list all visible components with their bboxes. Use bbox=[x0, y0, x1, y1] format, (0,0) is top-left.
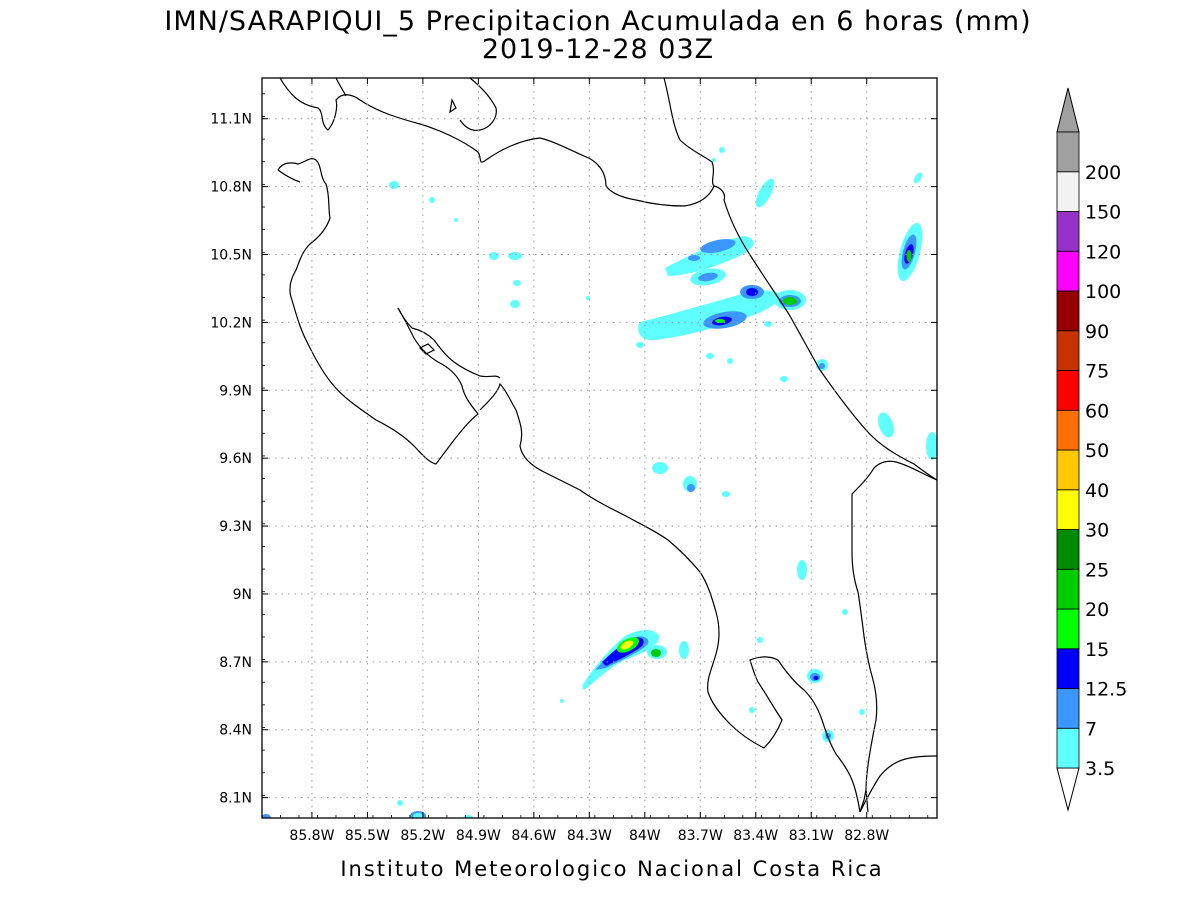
map-axes: 85.8W 85.5W 85.2W 84.9W 84.6W 84.3W 84W 83.7W 83… bbox=[210, 78, 937, 844]
lon-tick-label: 84.3W bbox=[567, 828, 612, 844]
colorbar-segment bbox=[1056, 449, 1080, 491]
colorbar-label: 100 bbox=[1085, 281, 1121, 303]
colorbar-label: 40 bbox=[1085, 480, 1109, 502]
colorbar-label: 12.5 bbox=[1085, 679, 1127, 701]
nicaragua-border-line bbox=[279, 78, 715, 207]
colorbar-segment bbox=[1056, 290, 1080, 332]
lon-tick-label: 84.9W bbox=[456, 828, 501, 844]
precip-cell-caribbean bbox=[897, 172, 923, 282]
panama-border-line bbox=[851, 460, 937, 791]
precip-cell-pacific bbox=[560, 462, 730, 703]
colorbar-segment bbox=[1056, 727, 1080, 769]
lat-tick-label: 8.1N bbox=[219, 791, 252, 807]
lon-tick-label: 83.4W bbox=[733, 828, 778, 844]
colorbar-segment bbox=[1056, 330, 1080, 371]
pacific-coast-line bbox=[277, 158, 479, 465]
lon-tick-label: 84.6W bbox=[511, 828, 556, 844]
map-title-line1: IMN/SARAPIQUI_5 Precipitacion Acumulada … bbox=[164, 6, 1031, 37]
colorbar-over-arrow bbox=[1056, 87, 1080, 133]
lon-tick-label: 85.8W bbox=[289, 828, 334, 844]
precip-cell-band-north bbox=[665, 147, 775, 286]
lat-tick-label: 8.7N bbox=[219, 655, 252, 671]
lat-tick-label: 8.4N bbox=[219, 723, 252, 739]
lon-tick-label: 83.7W bbox=[678, 828, 723, 844]
map-plot-area bbox=[262, 78, 937, 818]
colorbar-legend: 3.5 7 12.5 15 20 25 30 40 50 60 75 90 100 120 150 200 bbox=[1056, 87, 1127, 812]
lat-tick-label: 11.1N bbox=[210, 112, 252, 128]
colorbar-segment bbox=[1056, 489, 1080, 530]
colorbar-segment bbox=[1056, 529, 1080, 570]
colorbar-under-arrow bbox=[1056, 767, 1080, 812]
colorbar-segment bbox=[1056, 568, 1080, 610]
precip-scattered-west bbox=[389, 181, 590, 308]
colorbar-label: 15 bbox=[1085, 639, 1109, 661]
lon-tick-label: 82.8W bbox=[844, 828, 889, 844]
colorbar-label: 75 bbox=[1085, 361, 1109, 383]
lon-tick-label: 85.5W bbox=[345, 828, 390, 844]
lat-tick-label: 10.2N bbox=[210, 315, 252, 331]
colorbar-label: 25 bbox=[1085, 559, 1109, 581]
institution-credit: Instituto Meteorologico Nacional Costa R… bbox=[340, 857, 883, 881]
lon-tick-label: 85.2W bbox=[400, 828, 445, 844]
colorbar-segment bbox=[1056, 211, 1080, 252]
map-frame bbox=[261, 77, 938, 819]
colorbar-label: 7 bbox=[1085, 718, 1097, 740]
lat-tick-label: 9.6N bbox=[219, 451, 252, 467]
colorbar-segment bbox=[1056, 688, 1080, 729]
colorbar-label: 200 bbox=[1085, 162, 1121, 184]
lat-tick-label: 9.3N bbox=[219, 519, 252, 535]
precip-cell-east bbox=[774, 290, 937, 460]
colorbar-label: 60 bbox=[1085, 400, 1109, 422]
colorbar-segment bbox=[1056, 648, 1080, 689]
colorbar-segment bbox=[1056, 608, 1080, 650]
lat-tick-label: 10.5N bbox=[210, 248, 252, 264]
colorbar-segment bbox=[1056, 171, 1080, 212]
colorbar-segment bbox=[1056, 131, 1080, 173]
colorbar-label: 120 bbox=[1085, 241, 1121, 263]
colorbar-label: 90 bbox=[1085, 321, 1109, 343]
lat-tick-label: 10.8N bbox=[210, 180, 252, 196]
colorbar-label: 50 bbox=[1085, 440, 1109, 462]
coastline-borders bbox=[277, 78, 937, 813]
colorbar-label: 20 bbox=[1085, 599, 1109, 621]
map-title-line2: 2019-12-28 03Z bbox=[482, 34, 714, 65]
precipitation-shading bbox=[262, 147, 937, 818]
lat-tick-label: 9N bbox=[233, 587, 252, 603]
colorbar-segment bbox=[1056, 370, 1080, 411]
colorbar-label: 30 bbox=[1085, 520, 1109, 542]
lon-tick-label: 84W bbox=[629, 828, 661, 844]
colorbar-segment bbox=[1056, 250, 1080, 292]
colorbar-label: 3.5 bbox=[1085, 758, 1115, 780]
colorbar-label: 150 bbox=[1085, 202, 1121, 224]
lat-tick-label: 9.9N bbox=[219, 383, 252, 399]
lon-tick-label: 83.1W bbox=[789, 828, 834, 844]
precip-cell-band-central bbox=[636, 285, 781, 364]
colorbar-segment bbox=[1056, 409, 1080, 451]
